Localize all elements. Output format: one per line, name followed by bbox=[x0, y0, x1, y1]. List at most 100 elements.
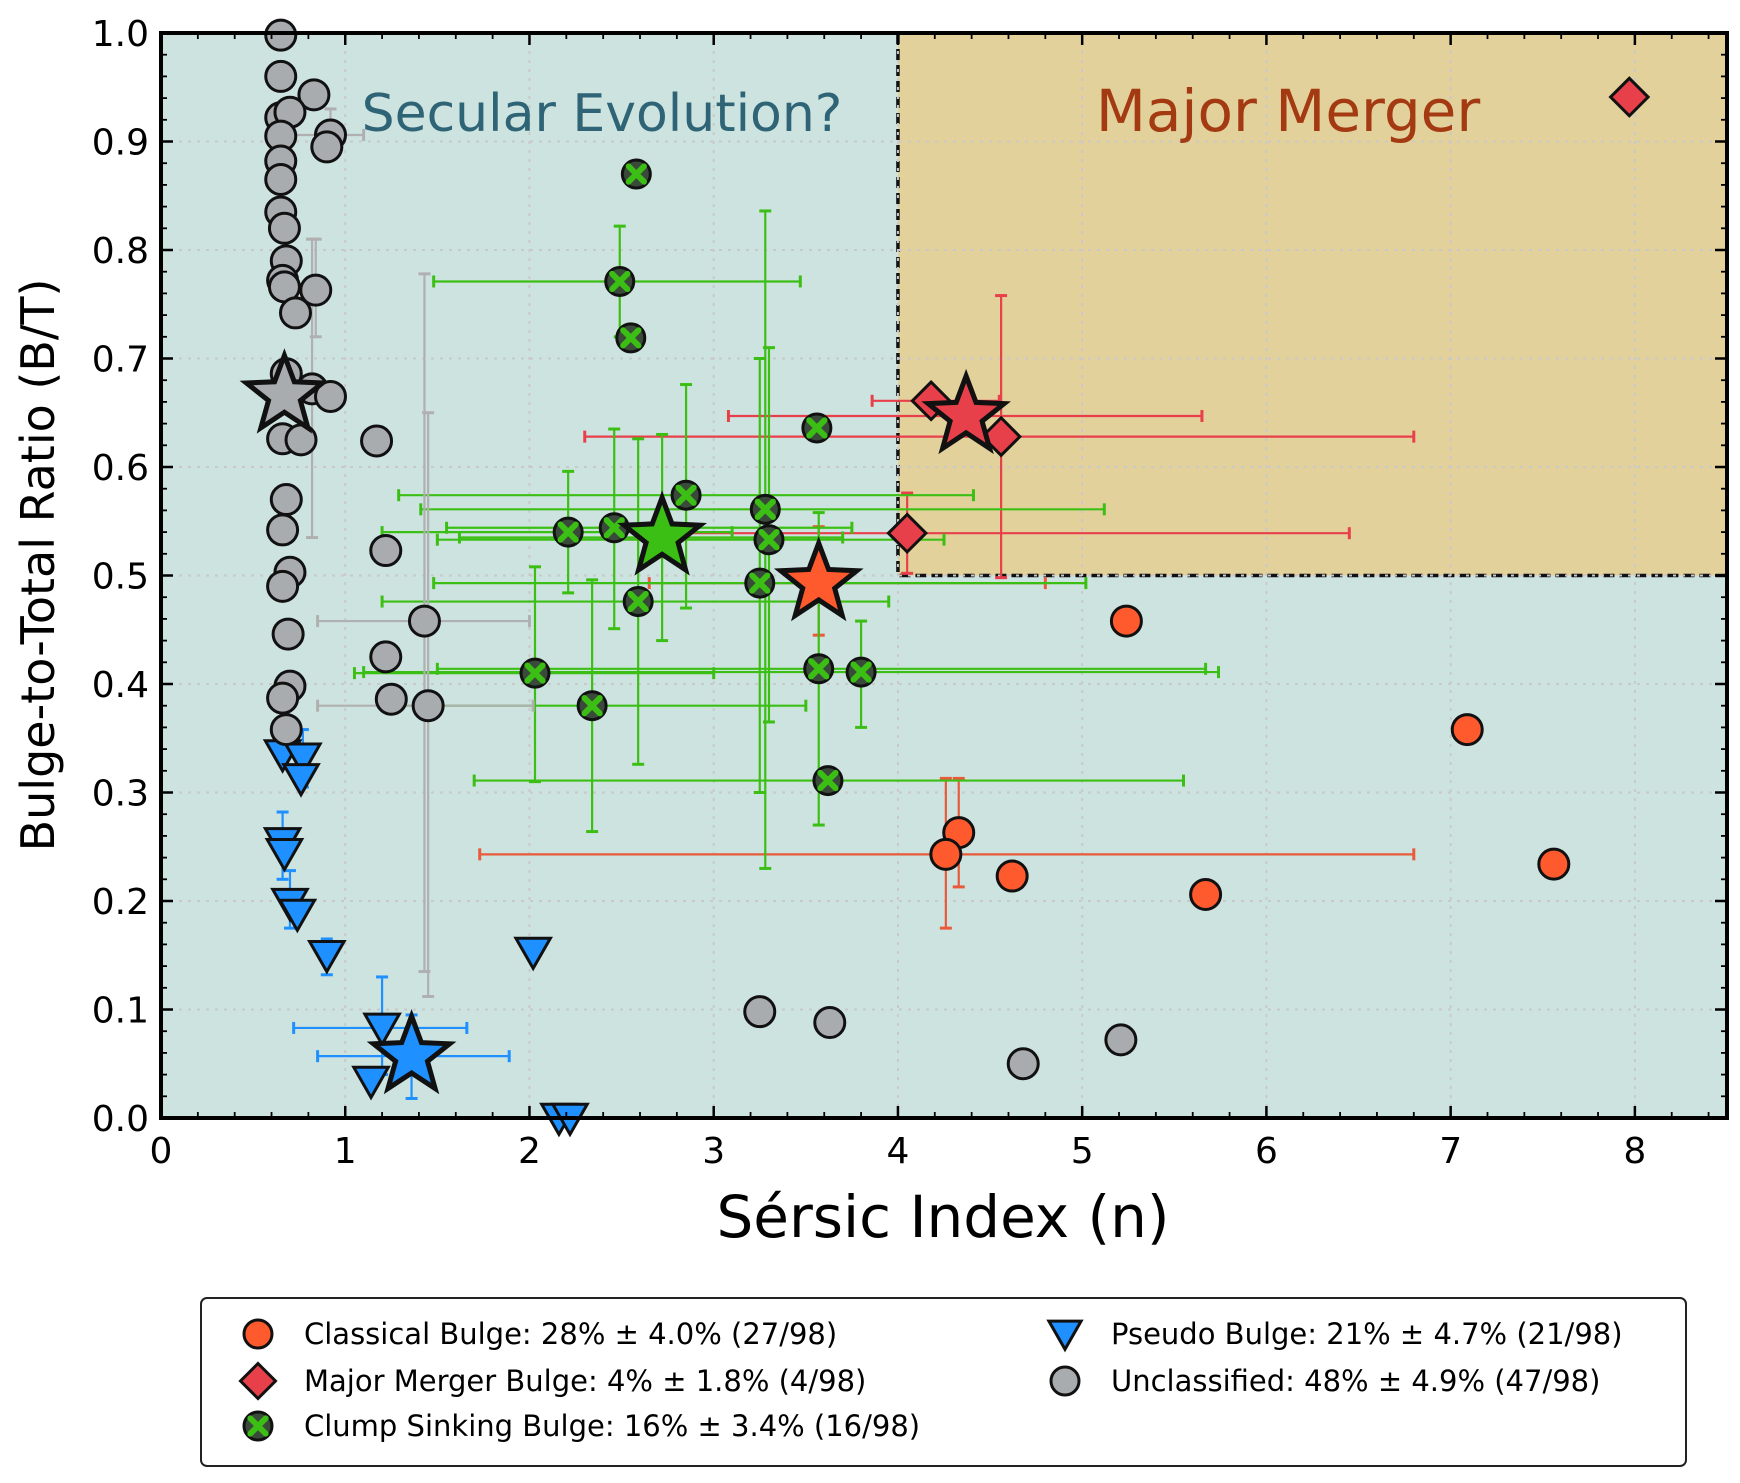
legend-marker bbox=[1046, 1319, 1084, 1353]
data-point bbox=[576, 690, 608, 722]
data-point bbox=[615, 322, 647, 354]
data-point bbox=[519, 657, 551, 689]
data-point bbox=[1189, 877, 1223, 911]
y-tick-label: 0.0 bbox=[92, 1099, 149, 1140]
x-marker-stroke bbox=[603, 517, 625, 539]
x-tick-label: 5 bbox=[1071, 1131, 1094, 1172]
data-point bbox=[749, 493, 781, 525]
data-point bbox=[622, 586, 654, 618]
x-tick-label: 4 bbox=[886, 1131, 909, 1172]
x-tick-label: 3 bbox=[702, 1131, 725, 1172]
data-point bbox=[1006, 1047, 1040, 1081]
y-tick-label: 0.4 bbox=[92, 665, 149, 706]
data-point bbox=[283, 742, 323, 778]
x-tick-label: 8 bbox=[1623, 1131, 1646, 1172]
data-point bbox=[310, 130, 344, 164]
data-point bbox=[269, 483, 303, 517]
data-point bbox=[264, 162, 298, 196]
mean-star-layer bbox=[239, 348, 1011, 1095]
x-tick-label: 1 bbox=[334, 1131, 357, 1172]
legend-marker bbox=[238, 1361, 278, 1401]
data-point bbox=[803, 653, 835, 685]
y-tick-label: 0.2 bbox=[92, 882, 149, 923]
x-tick-label: 0 bbox=[150, 1131, 173, 1172]
data-point bbox=[362, 1012, 402, 1048]
y-tick-label: 0.9 bbox=[92, 123, 149, 164]
data-point bbox=[351, 1065, 391, 1101]
legend-box bbox=[200, 1297, 1687, 1467]
major-merger-label: Major Merger bbox=[1096, 77, 1481, 145]
legend-label: Pseudo Bulge: 21% ± 4.7% (21/98) bbox=[1111, 1317, 1623, 1351]
data-point bbox=[277, 898, 318, 934]
data-point bbox=[369, 534, 403, 568]
data-point bbox=[604, 265, 636, 297]
y-tick-label: 0.7 bbox=[92, 340, 149, 381]
y-axis-label: Bulge-to-Total Ratio (B/T) bbox=[11, 279, 65, 852]
data-point bbox=[845, 656, 877, 688]
y-tick-label: 0.8 bbox=[92, 231, 149, 272]
data-point bbox=[278, 296, 312, 330]
data-point bbox=[1104, 1023, 1138, 1057]
x-marker-stroke bbox=[817, 769, 839, 792]
data-point bbox=[1450, 713, 1484, 747]
axes-layer: 0 1 2 3 4 5 6 7 8 0.0 0.1 0.2 0.3 0.4 0.5 0.6 0.7 0.8 0.9 1… bbox=[92, 14, 1729, 1172]
legend-label: Classical Bulge: 28% ± 4.0% (27/98) bbox=[304, 1317, 837, 1351]
y-tick-label: 0.6 bbox=[92, 448, 149, 489]
data-point bbox=[812, 765, 844, 797]
data-point bbox=[980, 415, 1022, 458]
data-point bbox=[513, 936, 553, 972]
x-tick-label: 2 bbox=[518, 1131, 541, 1172]
data-point bbox=[407, 604, 441, 638]
x-marker-stroke bbox=[675, 484, 697, 506]
x-marker-stroke bbox=[754, 498, 776, 520]
x-marker-stroke bbox=[850, 661, 872, 683]
data-point bbox=[620, 158, 652, 190]
data-point bbox=[264, 837, 305, 873]
data-point bbox=[411, 689, 445, 723]
data-point bbox=[269, 713, 303, 747]
y-tick-label: 0.1 bbox=[92, 991, 149, 1032]
data-point bbox=[297, 78, 331, 112]
data-point bbox=[264, 18, 298, 52]
x-marker-stroke bbox=[581, 695, 603, 717]
mean-star bbox=[617, 490, 707, 576]
data-point bbox=[1608, 76, 1651, 118]
mean-star bbox=[773, 535, 864, 622]
x-marker-stroke bbox=[627, 590, 649, 613]
data-point bbox=[313, 379, 347, 413]
mean-star bbox=[366, 1009, 457, 1095]
y-tick-label: 1.0 bbox=[92, 14, 149, 55]
data-point bbox=[552, 516, 584, 548]
data-point bbox=[886, 512, 929, 555]
data-point bbox=[374, 682, 408, 716]
data-point bbox=[284, 423, 318, 457]
x-marker-stroke bbox=[609, 270, 631, 293]
legend-marker bbox=[242, 1410, 274, 1442]
data-point bbox=[369, 640, 403, 674]
data-point bbox=[743, 995, 777, 1029]
data-point bbox=[266, 569, 300, 603]
data-point bbox=[266, 681, 300, 715]
x-marker-stroke bbox=[749, 572, 771, 594]
data-point bbox=[801, 412, 833, 444]
data-point bbox=[1109, 604, 1143, 638]
y-tick-label: 0.3 bbox=[92, 774, 149, 815]
data-point bbox=[995, 859, 1029, 893]
data-point bbox=[929, 837, 963, 871]
mean-star bbox=[239, 348, 330, 434]
x-marker-stroke bbox=[247, 1415, 269, 1437]
data-point bbox=[264, 59, 298, 93]
legend-label: Clump Sinking Bulge: 16% ± 3.4% (16/98) bbox=[304, 1409, 920, 1443]
secular-evolution-label: Secular Evolution? bbox=[362, 84, 843, 144]
x-tick-label: 7 bbox=[1439, 1131, 1462, 1172]
data-point bbox=[670, 479, 702, 511]
x-marker-stroke bbox=[758, 529, 780, 551]
legend-marker bbox=[1049, 1365, 1081, 1397]
region-label-layer: Secular Evolution? Major Merger bbox=[362, 77, 1481, 145]
major-merger-region bbox=[897, 33, 1727, 576]
x-marker-stroke bbox=[625, 163, 647, 185]
data-point bbox=[281, 763, 321, 798]
data-point bbox=[271, 617, 305, 651]
